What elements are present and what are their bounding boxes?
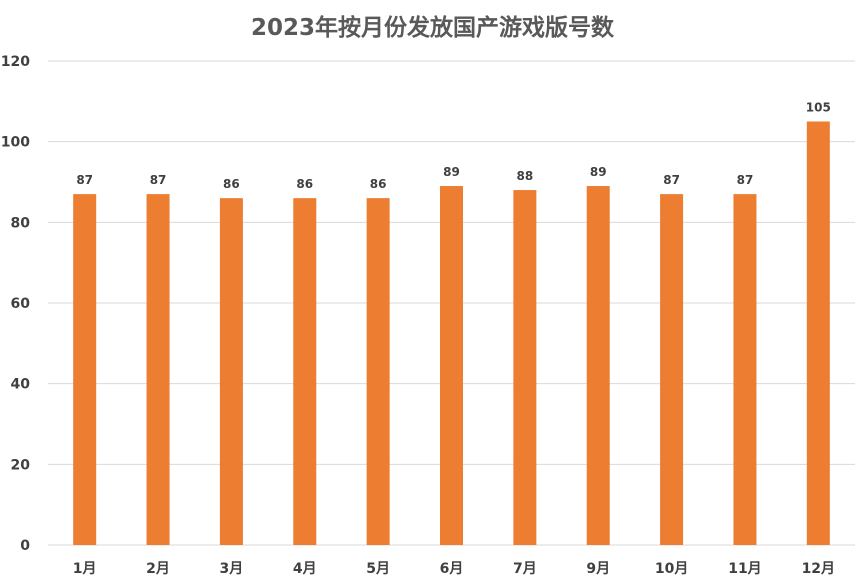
data-label: 86 xyxy=(223,177,240,191)
data-label: 87 xyxy=(150,173,167,187)
x-tick-label: 6月 xyxy=(440,561,464,577)
y-tick-label: 60 xyxy=(11,296,31,312)
bars xyxy=(73,121,830,546)
bar xyxy=(440,186,463,546)
bar xyxy=(733,194,757,545)
x-tick-label: 12月 xyxy=(802,561,835,577)
y-tick-label: 40 xyxy=(11,377,31,393)
x-tick-label: 10月 xyxy=(655,561,688,577)
x-tick-label: 9月 xyxy=(586,561,610,577)
bar xyxy=(660,194,684,545)
data-label: 87 xyxy=(737,173,754,187)
bar xyxy=(586,186,610,546)
x-tick-label: 3月 xyxy=(220,561,244,577)
x-tick-label: 7月 xyxy=(513,561,537,577)
data-label: 87 xyxy=(76,173,93,187)
bar xyxy=(366,198,390,545)
data-label: 87 xyxy=(663,173,680,187)
data-label: 105 xyxy=(806,101,831,115)
y-axis: 0 20 40 60 80 100 120 xyxy=(1,54,30,554)
chart-title: 2023年按月份发放国产游戏版号数 xyxy=(250,15,614,41)
data-label: 86 xyxy=(370,177,387,191)
bar xyxy=(293,198,317,545)
bar xyxy=(73,194,97,545)
y-tick-label: 0 xyxy=(20,538,30,554)
bar xyxy=(146,194,170,545)
x-tick-label: 5月 xyxy=(366,561,390,577)
data-label: 89 xyxy=(443,165,460,179)
data-label: 89 xyxy=(590,165,607,179)
x-tick-label: 11月 xyxy=(728,561,761,577)
data-label: 88 xyxy=(517,169,534,183)
bar xyxy=(219,198,243,545)
x-tick-label: 1月 xyxy=(73,561,97,577)
bar xyxy=(806,121,830,545)
x-tick-label: 4月 xyxy=(293,561,317,577)
y-tick-label: 100 xyxy=(1,135,30,151)
data-label: 86 xyxy=(296,177,313,191)
data-labels: 87 87 86 86 86 89 88 89 87 87 105 xyxy=(76,101,831,192)
y-tick-label: 80 xyxy=(11,215,31,231)
y-tick-label: 20 xyxy=(11,457,31,473)
y-tick-label: 120 xyxy=(1,54,30,70)
x-tick-label: 2月 xyxy=(146,561,170,577)
x-axis: 1月 2月 3月 4月 5月 6月 7月 9月 10月 11月 12月 xyxy=(73,561,835,577)
bar xyxy=(513,190,537,546)
